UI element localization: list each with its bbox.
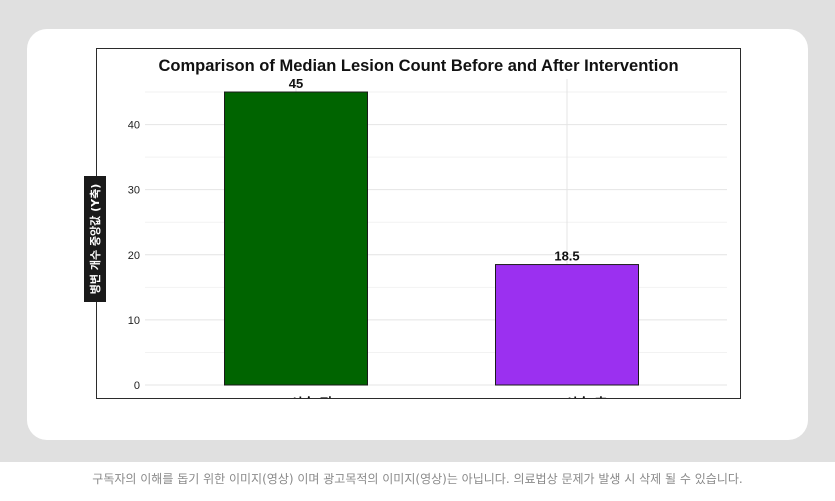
- chart-frame: Comparison of Median Lesion Count Before…: [96, 48, 741, 399]
- x-tick-label: Pre (시술 전): [254, 395, 339, 398]
- y-tick-label: 40: [128, 120, 140, 132]
- footer-background: [0, 462, 835, 501]
- y-tick-label: 20: [128, 250, 140, 262]
- x-tick-label: Post (시술 후): [521, 396, 614, 398]
- bar-value-label: 18.5: [554, 249, 579, 264]
- y-tick-label: 0: [134, 380, 140, 392]
- chart-title: Comparison of Median Lesion Count Before…: [158, 57, 679, 75]
- y-tick-label: 10: [128, 315, 140, 327]
- bar: [495, 264, 639, 386]
- y-axis-label: 병변 개수 중앙값 (Y축): [89, 183, 102, 295]
- footer-disclaimer: 구독자의 이해를 돕기 위한 이미지(영상) 이며 광고목적의 이미지(영상)는…: [92, 472, 743, 486]
- y-tick-label: 30: [128, 185, 140, 197]
- bar: [224, 91, 368, 386]
- bar-value-label: 45: [289, 76, 303, 91]
- y-axis-label-box: 병변 개수 중앙값 (Y축): [84, 176, 106, 302]
- bar-chart-plot: 0 10 20 30 40 45 Pre (시술 전) 18.5 Post (시술 후): [128, 76, 727, 398]
